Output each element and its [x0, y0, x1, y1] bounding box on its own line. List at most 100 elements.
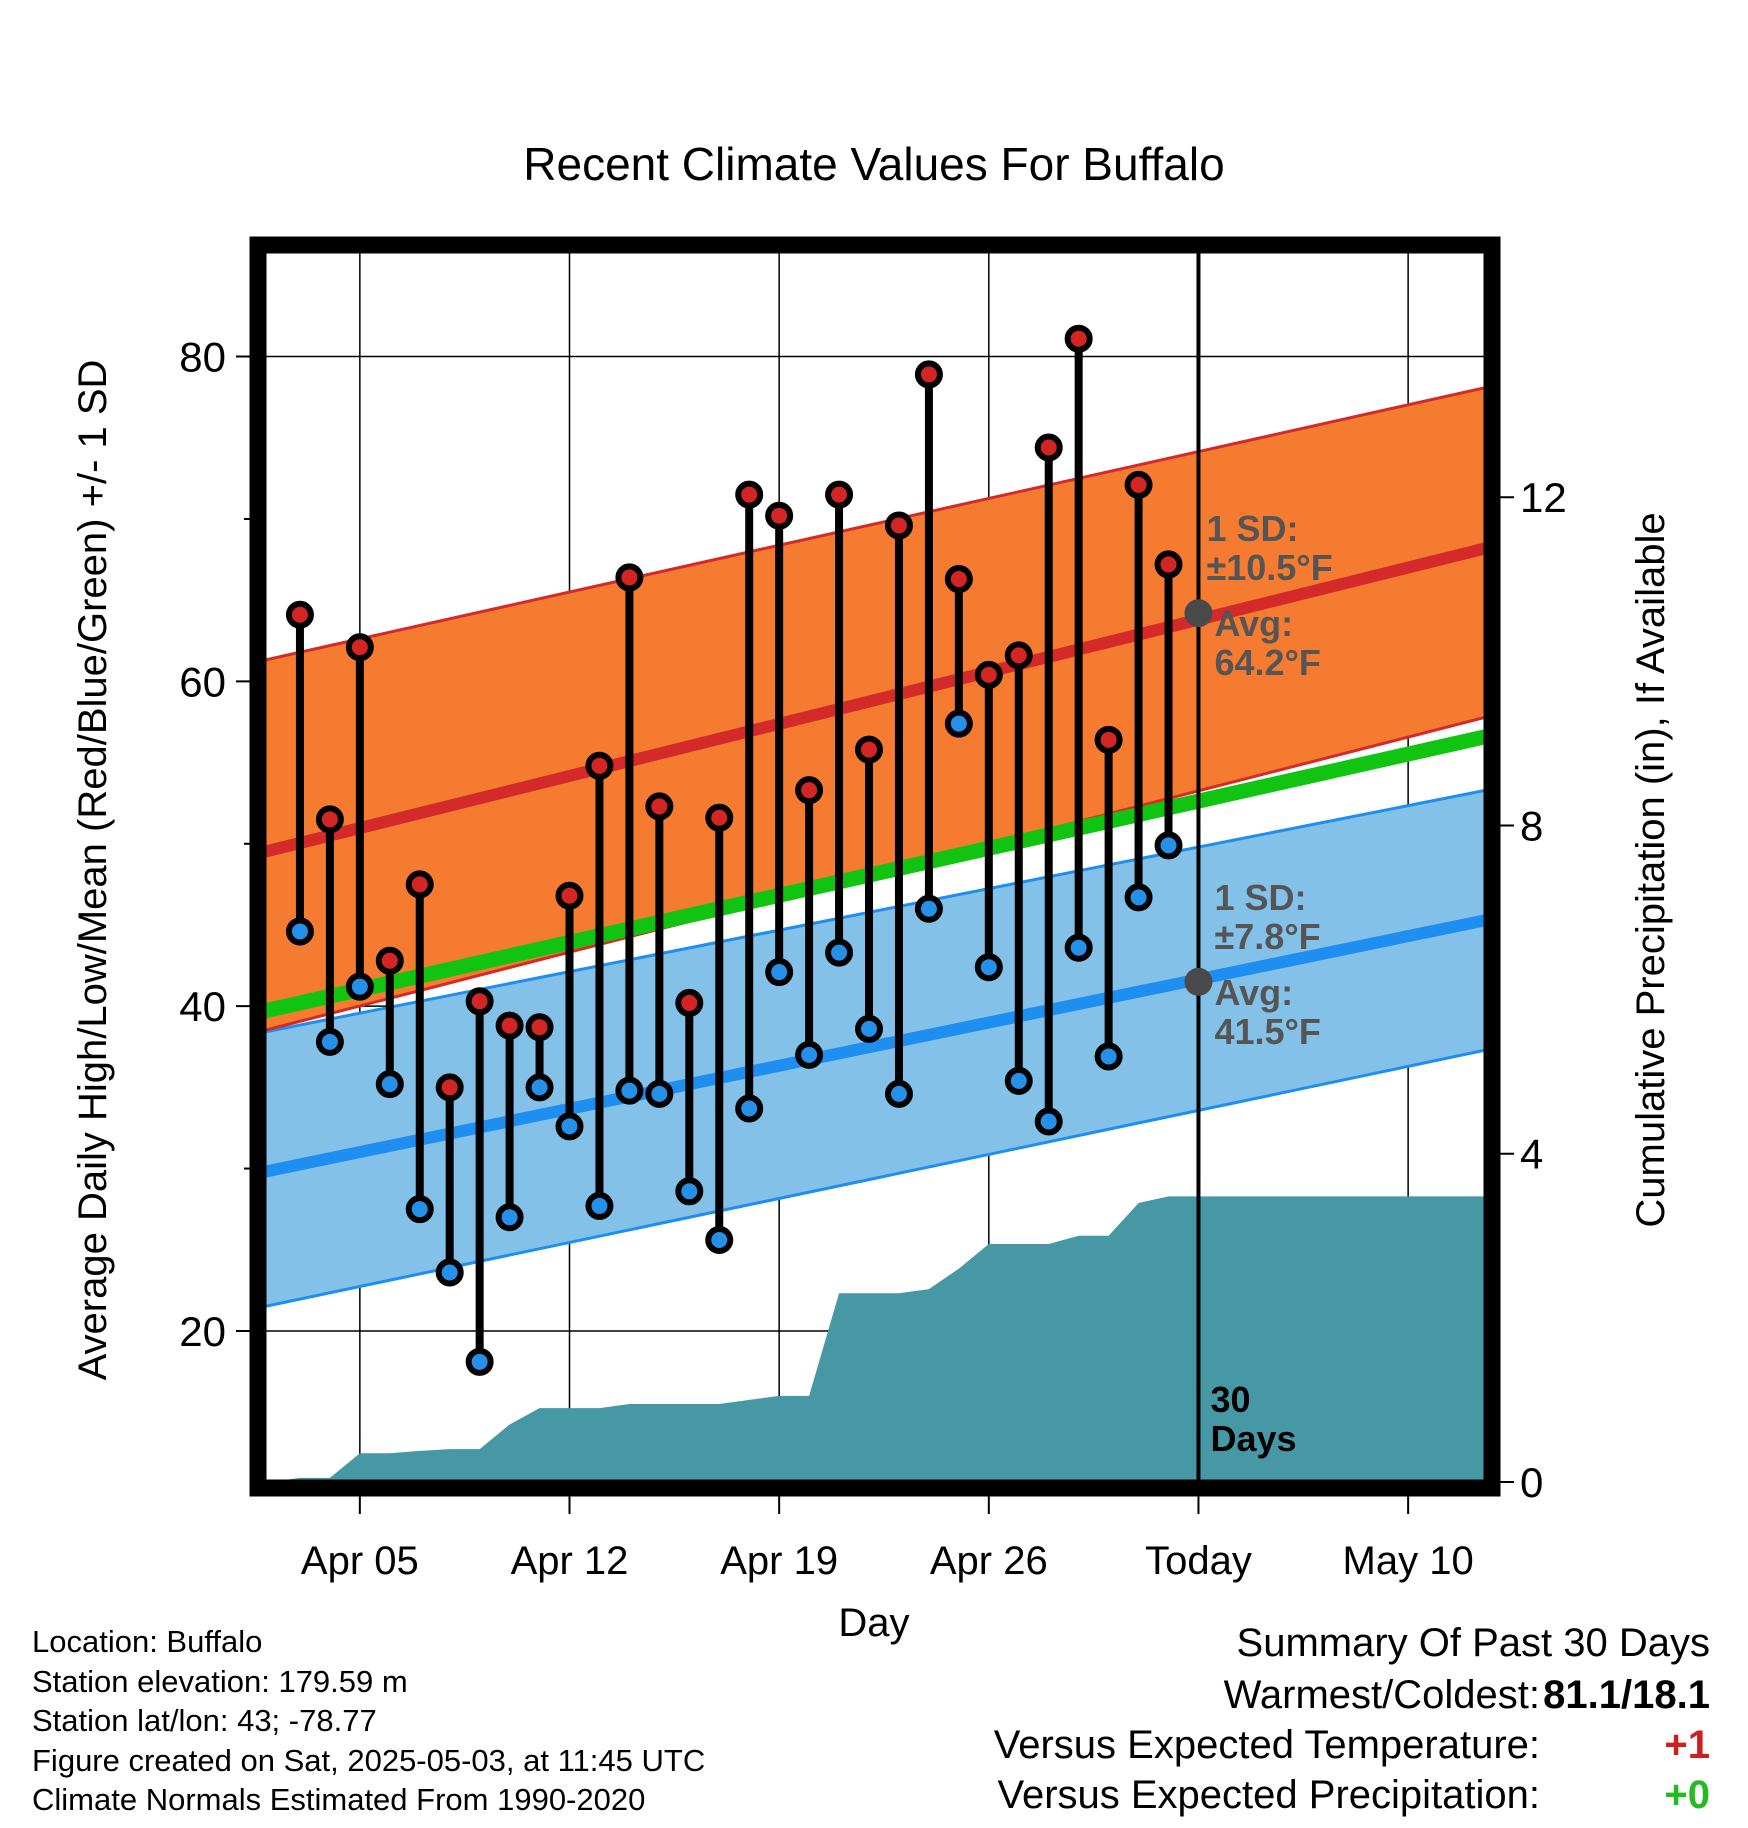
high-point — [705, 803, 734, 832]
high-point — [525, 1013, 554, 1042]
high-point — [825, 480, 854, 509]
high-point — [615, 563, 644, 592]
plot-area — [264, 251, 1486, 1482]
high-normal-line — [264, 542, 1486, 858]
high-avg-today-dot — [1184, 599, 1213, 628]
high-point — [914, 360, 943, 389]
high-point — [1154, 550, 1183, 579]
y-tick-label: 20 — [179, 1308, 226, 1355]
axes: 20 40 60 80 0 4 8 12 Apr 05 Apr 12 Apr 19 Apr 26 Tod… — [179, 334, 1566, 1583]
low-point — [495, 1203, 524, 1232]
high-sd-label: 1 SD: ±10.5°F — [1206, 508, 1332, 588]
low-avg-label: Avg: 41.5°F — [1214, 972, 1320, 1052]
high-sd-band — [264, 387, 1486, 1031]
low-point — [914, 894, 943, 923]
y2-axis-label: Cumulative Precipitation (in), If Availa… — [1629, 512, 1673, 1227]
high-point — [315, 805, 344, 834]
high-point — [495, 1011, 524, 1040]
x-tick-label: Apr 12 — [511, 1539, 629, 1583]
high-point — [765, 501, 794, 530]
low-point — [735, 1094, 764, 1123]
low-point — [375, 1070, 404, 1099]
created-text: Figure created on Sat, 2025-05-03, at 11… — [32, 1742, 706, 1778]
x-axis-label: Day — [838, 1601, 909, 1645]
y-tick-label: 80 — [179, 334, 226, 381]
y2-tick-label: 12 — [1520, 474, 1567, 521]
low-point — [1094, 1042, 1123, 1071]
low-point — [465, 1347, 494, 1376]
low-upper-line — [264, 788, 1486, 1034]
high-point — [944, 565, 973, 594]
low-point — [585, 1191, 614, 1220]
low-point — [1034, 1107, 1063, 1136]
low-point — [615, 1076, 644, 1105]
low-point — [285, 917, 314, 946]
warm-cold-row: Warmest/Coldest:81.1/18.1 — [994, 1670, 1710, 1720]
high-point — [855, 735, 884, 764]
high-point — [405, 870, 434, 899]
x-tick-label: May 10 — [1343, 1539, 1474, 1583]
low-point — [555, 1112, 584, 1141]
high-avg-label: Avg: 64.2°F — [1214, 603, 1320, 683]
temp-label: Versus Expected Temperature: — [993, 1723, 1540, 1767]
low-point — [315, 1027, 344, 1056]
high-point — [285, 600, 314, 629]
location-text: Location: Buffalo — [32, 1624, 263, 1659]
days-label: 30 Days — [1210, 1379, 1296, 1459]
low-point — [1064, 933, 1093, 962]
normals-text: Climate Normals Estimated From 1990-2020 — [32, 1782, 646, 1817]
low-point — [405, 1195, 434, 1224]
high-point — [465, 987, 494, 1016]
station-info: Location: Buffalo Station elevation: 179… — [32, 1622, 705, 1820]
low-normal-line — [264, 914, 1486, 1178]
low-point — [974, 953, 1003, 982]
high-point — [884, 511, 913, 540]
low-point — [1004, 1066, 1033, 1095]
high-point — [1064, 324, 1093, 353]
precip-area — [269, 1196, 1486, 1482]
chart-title: Recent Climate Values For Buffalo — [523, 138, 1224, 190]
low-point — [855, 1014, 884, 1043]
x-tick-label: Apr 05 — [301, 1539, 419, 1583]
precip-label: Versus Expected Precipitation: — [997, 1773, 1540, 1817]
y2-tick-label: 8 — [1520, 802, 1543, 849]
high-point — [555, 881, 584, 910]
low-point — [645, 1079, 674, 1108]
x-tick-label: Apr 19 — [720, 1539, 838, 1583]
low-point — [795, 1040, 824, 1069]
y-axis-label: Average Daily High/Low/Mean (Red/Blue/Gr… — [71, 360, 115, 1381]
low-point — [345, 972, 374, 1001]
low-point — [705, 1226, 734, 1255]
summary-panel: Summary Of Past 30 Days Warmest/Coldest:… — [994, 1618, 1710, 1820]
elevation-text: Station elevation: 179.59 m — [32, 1663, 408, 1699]
low-point — [435, 1258, 464, 1287]
warm-cold-value: 81.1/18.1 — [1543, 1673, 1710, 1717]
plot-overlay: 1 SD: ±10.5°F Avg: 64.2°F 1 SD: ±7.8°F Avg: 41.… — [285, 251, 1333, 1482]
high-point — [1004, 641, 1033, 670]
low-point — [525, 1073, 554, 1102]
low-avg-today-dot — [1184, 967, 1213, 996]
temp-row: Versus Expected Temperature: +1 — [994, 1720, 1710, 1770]
x-tick-label: Today — [1145, 1539, 1252, 1583]
summary-title: Summary Of Past 30 Days — [1236, 1621, 1710, 1665]
low-point — [765, 958, 794, 987]
low-point — [825, 938, 854, 967]
high-point — [345, 633, 374, 662]
high-point — [675, 988, 704, 1017]
precip-value: +0 — [1664, 1773, 1710, 1817]
high-point — [375, 946, 404, 975]
y2-tick-label: 4 — [1520, 1131, 1543, 1178]
low-point — [1154, 831, 1183, 860]
temp-value: +1 — [1664, 1723, 1710, 1767]
warm-cold-label: Warmest/Coldest: — [1223, 1673, 1540, 1717]
mean-normal-line — [264, 729, 1486, 1019]
low-point — [1124, 883, 1153, 912]
y-tick-label: 60 — [179, 658, 226, 705]
y-tick-label: 40 — [179, 983, 226, 1030]
high-point — [1034, 433, 1063, 462]
low-sd-label: 1 SD: ±7.8°F — [1214, 877, 1320, 957]
high-point — [795, 776, 824, 805]
low-point — [944, 709, 973, 738]
low-point — [884, 1079, 913, 1108]
